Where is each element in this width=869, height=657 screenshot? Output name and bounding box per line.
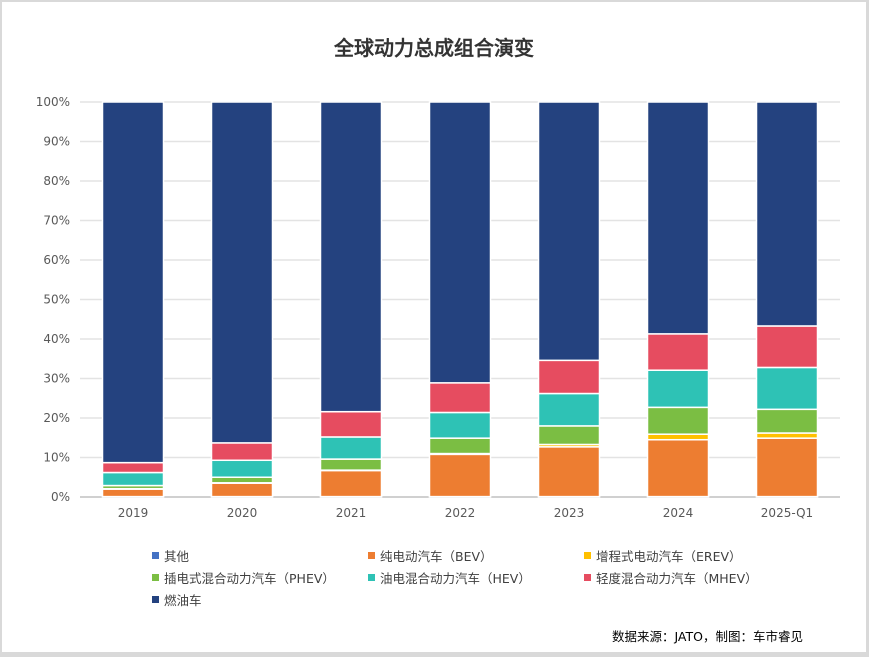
bar-segment [537,101,601,362]
bar-segment [646,438,710,498]
bar-segment [101,101,165,464]
legend-item: 轻度混合动力汽车（MHEV） [584,568,758,587]
bar-segment [210,442,274,462]
y-axis: 0% 10% 20% 30% 40% 50% 60% 70% 80% 90% 100% [36,95,70,504]
bar-segment [319,436,383,460]
y-tick-label: 10% [43,451,70,465]
bar-segment [319,410,383,438]
legend-label: 燃油车 [164,593,202,608]
bar-segment [210,101,274,444]
bar-segment [101,488,165,498]
legend-label: 油电混合动力汽车（HEV） [380,571,531,586]
bar-segment [537,446,601,498]
bar-stack-2025-Q1 [755,101,819,498]
bar-segment [428,411,492,439]
bar-segment [537,425,601,446]
legend-swatch [152,596,159,603]
bar-segment [755,325,819,369]
y-tick-label: 90% [43,135,70,149]
legend-swatch [584,552,591,559]
bar-segment [428,101,492,384]
x-tick-label: 2021 [336,506,367,520]
legend-label: 纯电动汽车（BEV） [380,549,493,564]
bar-stack-2022 [428,101,492,498]
bar-stack-2023 [537,101,601,498]
legend-item: 增程式电动汽车（EREV） [584,546,742,565]
x-tick-label: 2020 [227,506,258,520]
legend-label: 其他 [164,549,190,564]
bar-segment [210,476,274,484]
legend-label: 增程式电动汽车（EREV） [596,549,742,564]
x-axis: 2019 2020 2021 2022 2023 2024 2025-Q1 [118,506,813,520]
chart-title: 全球动力总成组合演变 [334,36,534,60]
x-tick-label: 2022 [445,506,476,520]
x-tick-label: 2025-Q1 [761,506,813,520]
bar-segment [319,101,383,413]
legend-item: 燃油车 [152,590,202,609]
x-tick-label: 2024 [663,506,694,520]
y-tick-label: 70% [43,214,70,228]
y-tick-label: 0% [51,490,70,504]
bar-stack-2021 [319,101,383,498]
legend-swatch [152,574,159,581]
legend-swatch [368,574,375,581]
legend-item: 油电混合动力汽车（HEV） [368,568,531,587]
bar-segment [646,333,710,371]
y-tick-label: 40% [43,332,70,346]
bar-stack-2019 [101,101,165,498]
legend-swatch [152,552,159,559]
y-tick-label: 20% [43,411,70,425]
y-tick-label: 100% [36,95,70,109]
bar-segment [210,482,274,498]
bar-segment [101,471,165,487]
bar-segment [319,469,383,498]
legend-label: 插电式混合动力汽车（PHEV） [164,571,335,586]
y-tick-label: 80% [43,174,70,188]
bar-segment [101,461,165,474]
bar-segment [755,101,819,327]
y-tick-label: 60% [43,253,70,267]
source-note: 数据来源：JATO，制图：车市睿见 [611,629,803,644]
bar-segment [755,437,819,498]
x-tick-label: 2023 [554,506,585,520]
bar-segment [537,392,601,427]
bar-segment [646,101,710,335]
x-tick-label: 2019 [118,506,149,520]
y-tick-label: 30% [43,372,70,386]
bar-segment [755,432,819,439]
bar-segment [210,459,274,479]
bar-segment [319,458,383,471]
legend-label: 轻度混合动力汽车（MHEV） [596,571,758,586]
legend-swatch [584,574,591,581]
legend-swatch [368,552,375,559]
bar-segment [646,433,710,441]
bars [101,101,819,498]
bar-stack-2020 [210,101,274,498]
bar-segment [646,406,710,435]
bar-segment [537,359,601,395]
bar-segment [646,369,710,409]
bar-segment [428,382,492,414]
bar-segment [755,366,819,411]
legend-item: 插电式混合动力汽车（PHEV） [152,568,335,587]
y-tick-label: 50% [43,293,70,307]
bar-stack-2024 [646,101,710,498]
legend-item: 纯电动汽车（BEV） [368,546,493,565]
bar-segment [428,453,492,498]
bar-segment [755,408,819,434]
legend-item: 其他 [152,546,189,565]
bar-segment [428,437,492,455]
